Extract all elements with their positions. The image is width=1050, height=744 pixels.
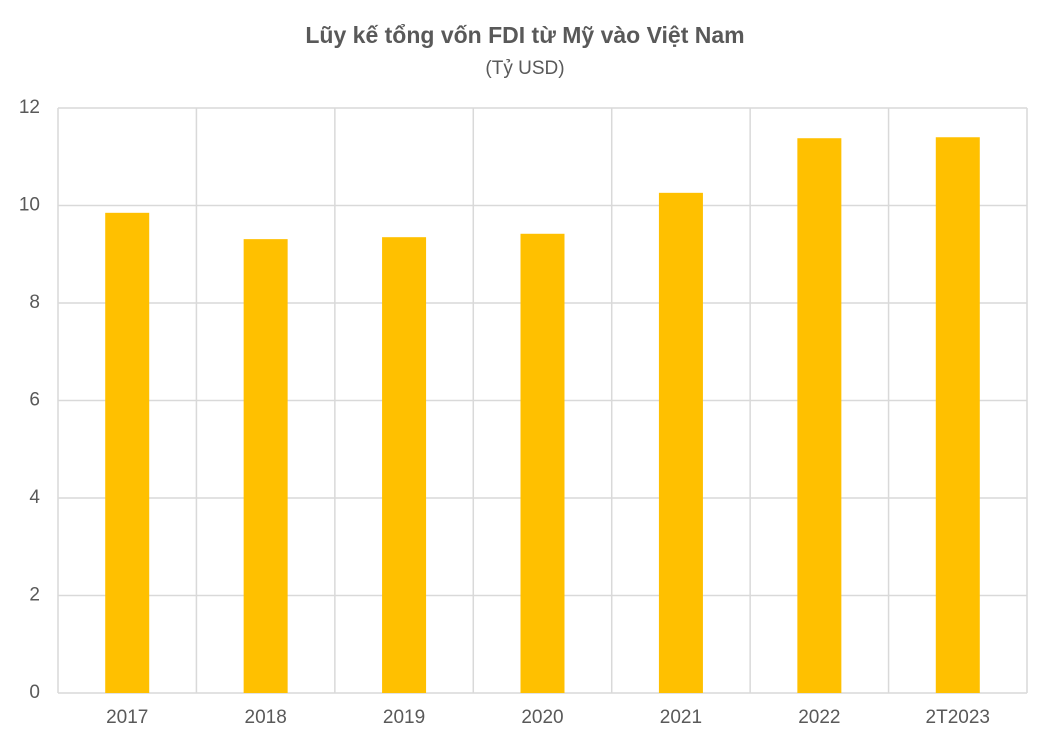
x-tick-label: 2020 xyxy=(521,707,563,728)
y-tick-label: 0 xyxy=(29,682,40,703)
bar xyxy=(935,137,980,693)
bar xyxy=(105,212,150,693)
bar xyxy=(797,138,842,694)
x-tick-label: 2017 xyxy=(106,707,148,728)
y-tick-label: 12 xyxy=(19,97,40,118)
y-tick-label: 2 xyxy=(29,585,40,606)
y-tick-label: 10 xyxy=(19,195,40,216)
bar xyxy=(658,192,703,693)
chart-title: Lũy kế tổng vốn FDI từ Mỹ vào Việt Nam xyxy=(305,22,744,48)
y-tick-label: 6 xyxy=(29,390,40,411)
x-tick-label: 2022 xyxy=(798,707,840,728)
y-tick-label: 4 xyxy=(29,487,40,508)
x-tick-label: 2T2023 xyxy=(926,707,990,728)
bar xyxy=(520,233,565,693)
y-tick-label: 8 xyxy=(29,292,40,313)
bar xyxy=(382,237,427,693)
x-tick-label: 2019 xyxy=(383,707,425,728)
x-tick-label: 2021 xyxy=(660,707,702,728)
chart-subtitle: (Tỷ USD) xyxy=(485,58,564,79)
bar xyxy=(243,239,288,693)
x-tick-label: 2018 xyxy=(245,707,287,728)
